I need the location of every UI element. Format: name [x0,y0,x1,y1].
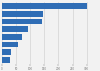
Bar [2,19,42,24]
Bar [2,57,10,63]
Bar [2,42,18,47]
Bar [2,34,22,40]
Bar [2,3,87,9]
Bar [2,49,11,55]
Bar [2,11,43,17]
Bar [2,26,28,32]
